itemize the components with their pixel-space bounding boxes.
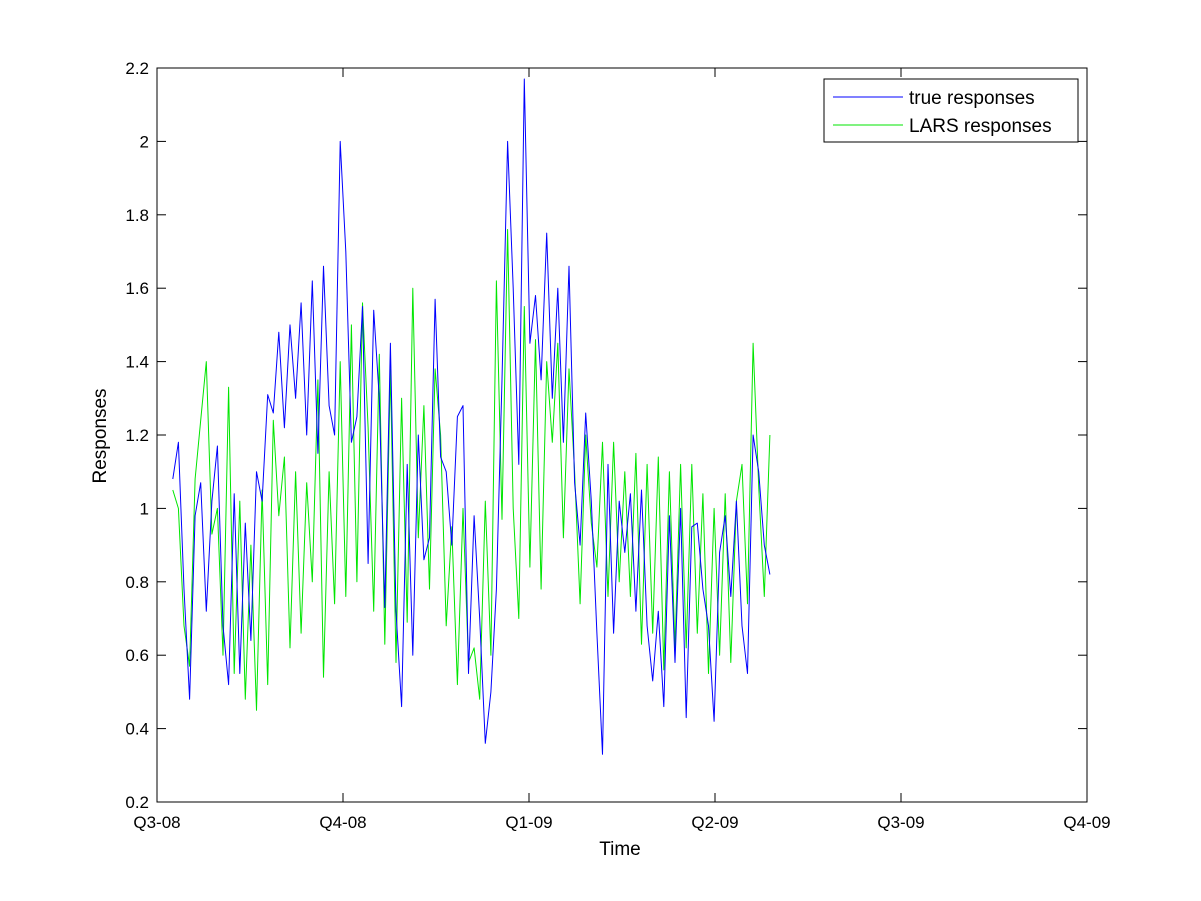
y-tick-label: 1 (140, 499, 149, 518)
y-tick-label: 0.4 (125, 720, 149, 739)
y-tick-label: 1.2 (125, 426, 149, 445)
y-tick-label: 1.6 (125, 279, 149, 298)
y-tick-label: 1.8 (125, 206, 149, 225)
legend-box (823, 78, 1079, 143)
y-axis-label: Responses (90, 388, 111, 483)
series-line-lars-responses (172, 229, 771, 711)
legend-label-true-responses: true responses (909, 88, 1035, 109)
y-tick-label: 0.8 (125, 573, 149, 592)
x-tick-label: Q3-09 (877, 813, 924, 832)
plot-area: 0.2 0.4 0.6 0.8 1 1.2 1.4 1.6 1.8 2 2.2 Q3-08 Q4-08 Q… (125, 59, 1110, 832)
x-axis-label: Time (599, 839, 641, 860)
y-tick-label: 2.2 (125, 59, 149, 78)
y-tick-label: 0.2 (125, 793, 149, 812)
series-line-true-responses (172, 78, 771, 755)
x-tick-label: Q3-08 (133, 813, 180, 832)
legend-label-lars-responses: LARS responses (909, 116, 1052, 137)
series-layer (172, 78, 771, 755)
x-tick-label: Q4-09 (1063, 813, 1110, 832)
y-tick-label: 1.4 (125, 353, 149, 372)
plot-frame (156, 67, 1088, 803)
x-tick-label: Q1-09 (505, 813, 552, 832)
legend: true responses LARS responses (823, 78, 1079, 143)
y-tick-label: 2 (140, 132, 149, 151)
y-tick-label: 0.6 (125, 646, 149, 665)
x-tick-label: Q4-08 (319, 813, 366, 832)
x-tick-label: Q2-09 (691, 813, 738, 832)
ticks-layer: 0.2 0.4 0.6 0.8 1 1.2 1.4 1.6 1.8 2 2.2 Q3-08 Q4-08 Q… (125, 59, 1110, 832)
